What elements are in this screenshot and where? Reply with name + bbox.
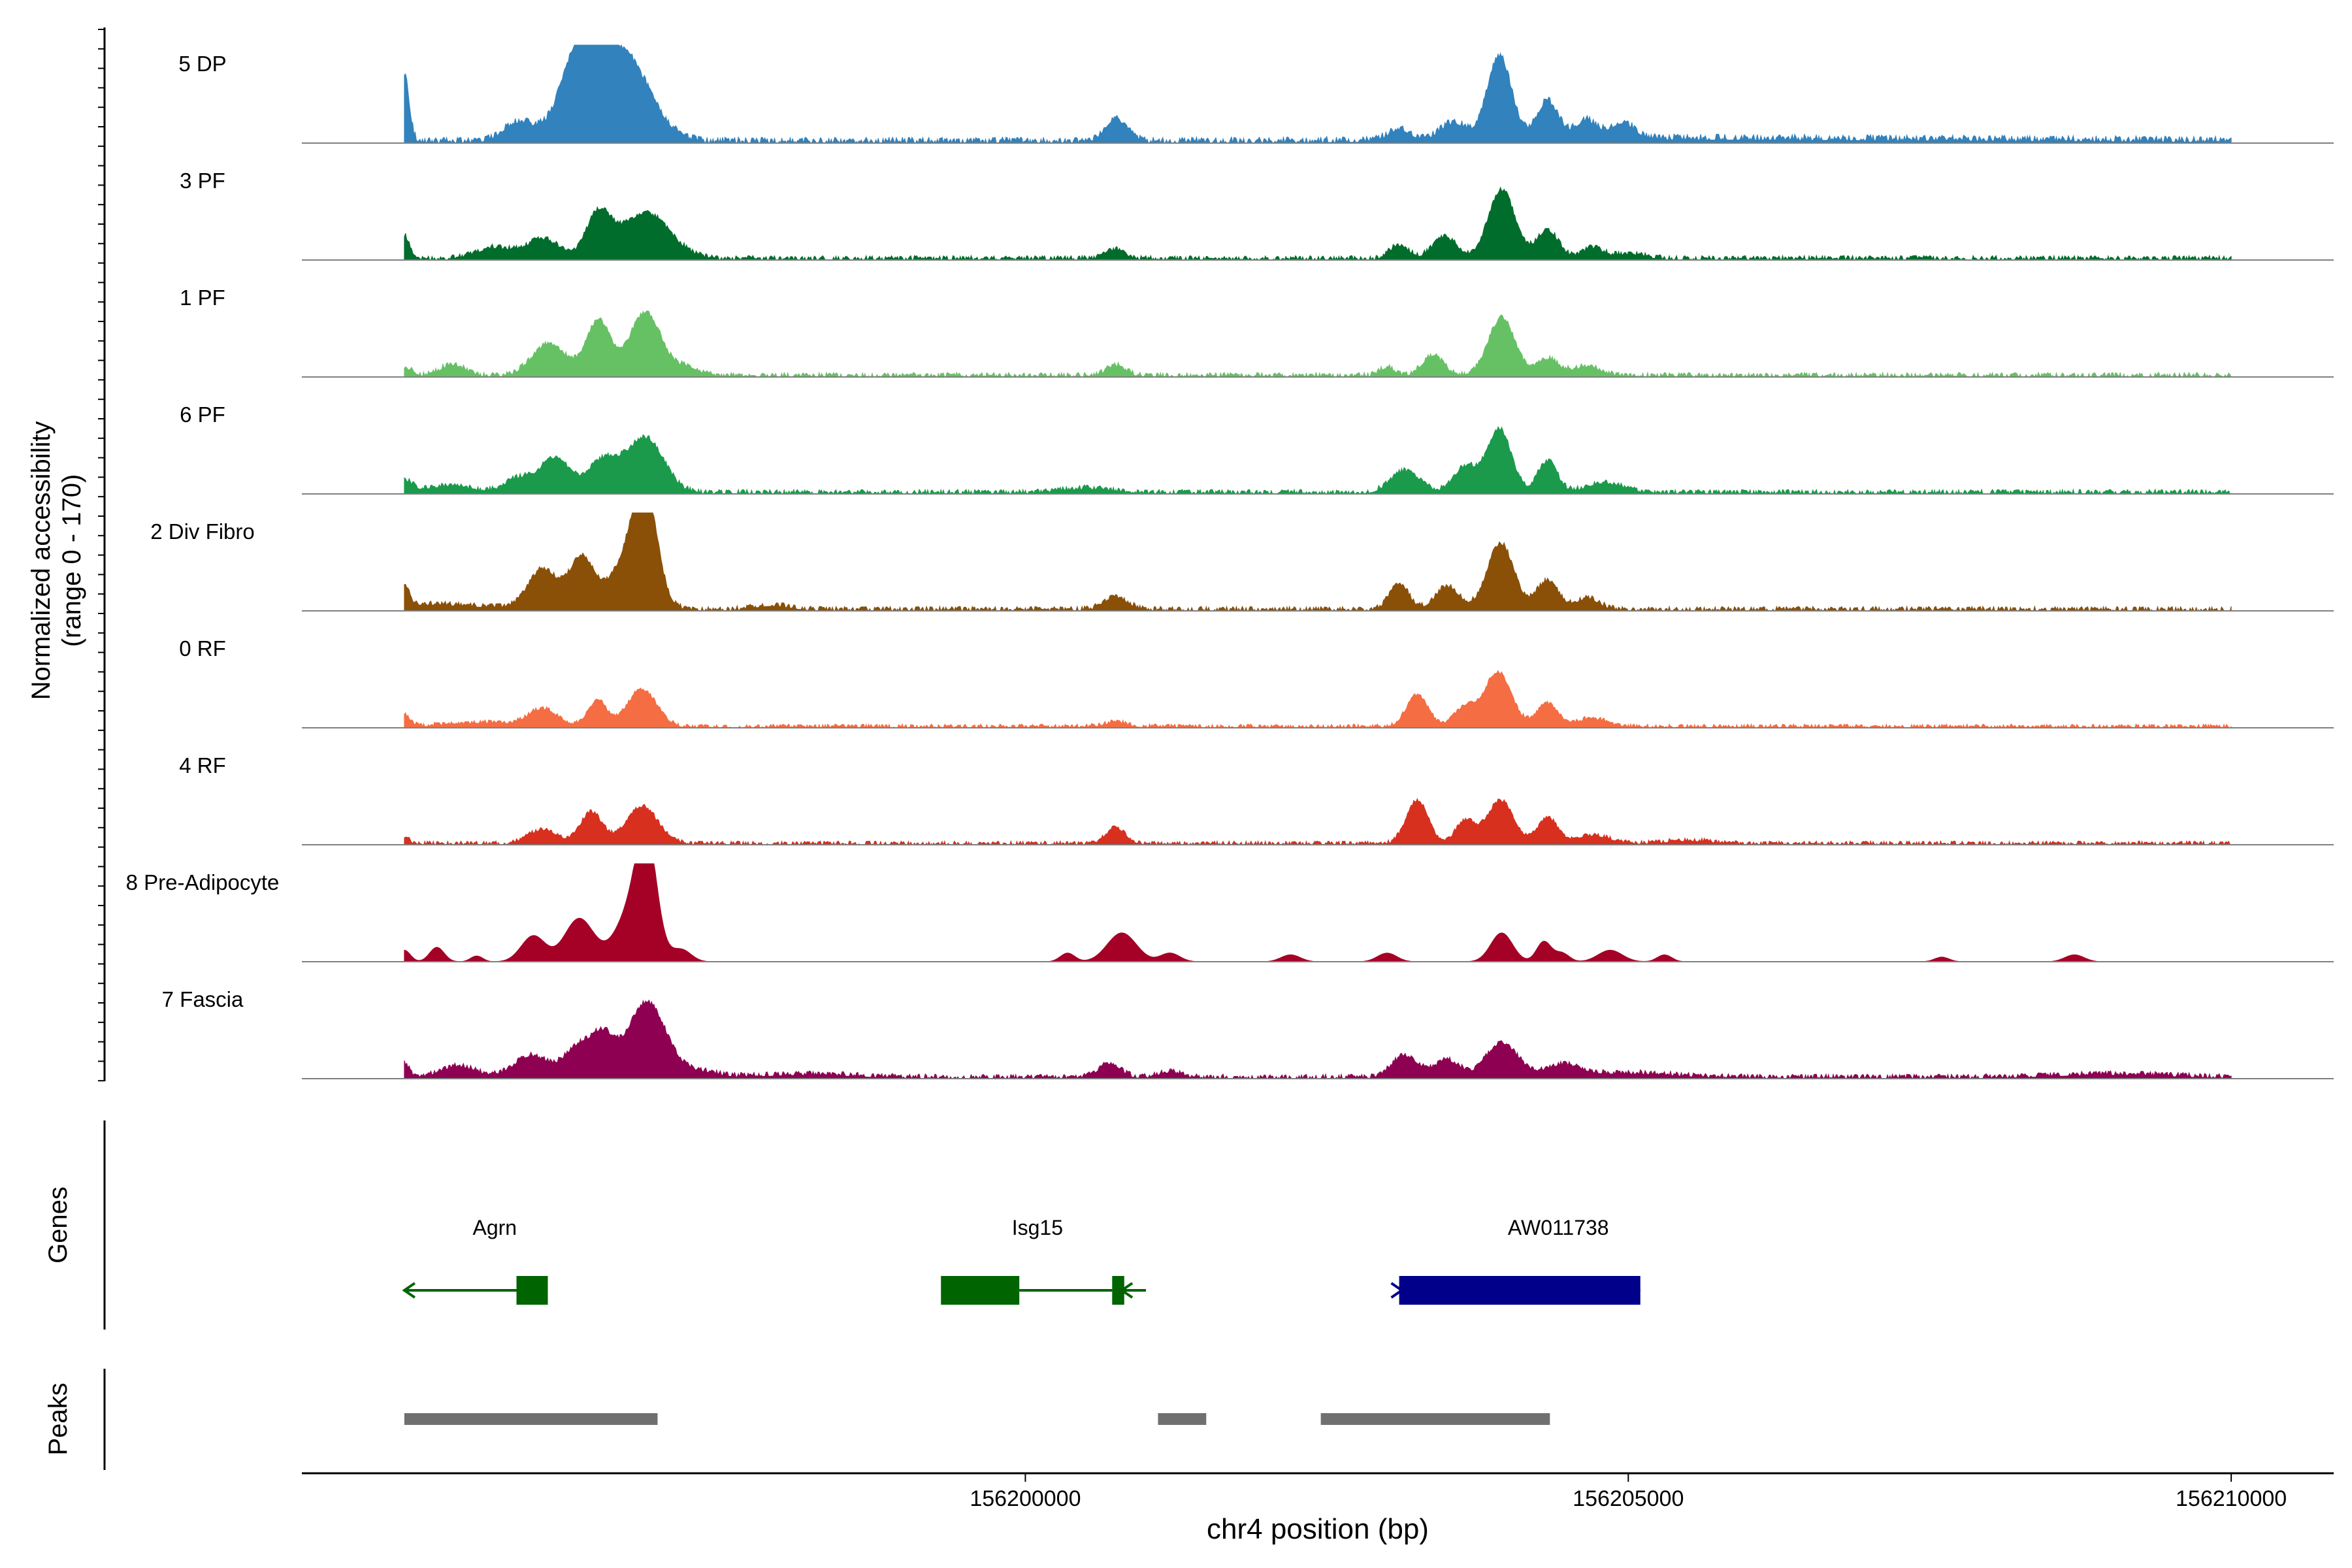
gene-label: Isg15 (1012, 1216, 1063, 1239)
gene-label: AW011738 (1508, 1216, 1609, 1239)
x-tick-label: 156200000 (970, 1486, 1081, 1511)
track-9: 7 Fascia (162, 987, 2334, 1080)
track-label: 3 PF (180, 169, 225, 193)
x-tick-label: 156210000 (2176, 1486, 2287, 1511)
peak-region (1158, 1413, 1207, 1425)
track-label: 6 PF (180, 402, 225, 427)
x-tick-label: 156205000 (1573, 1486, 1684, 1511)
track-label: 8 Pre-Adipocyte (126, 870, 280, 894)
track-2: 3 PF (180, 169, 2334, 261)
track-7: 4 RF (179, 753, 2334, 846)
x-axis: 156200000 156205000 156210000 chr4 positio… (302, 1472, 2334, 1545)
track-label: 0 RF (179, 636, 226, 661)
coverage-area (404, 186, 2232, 261)
gene-exon (1399, 1276, 1641, 1305)
x-axis-label: chr4 position (bp) (1207, 1513, 1429, 1545)
peaks-label: Peaks (44, 1382, 73, 1455)
peaks-panel: Peaks (44, 1369, 1550, 1470)
coverage-area (404, 863, 2232, 962)
coverage-area (404, 670, 2232, 729)
coverage-area (404, 798, 2232, 846)
track-5: 2 Div Fibro (150, 512, 2334, 612)
coverage-area (404, 999, 2232, 1080)
track-label: 4 RF (179, 753, 226, 777)
tracks-panel: 5 DP 3 PF 1 PF 6 PF 2 Div Fibro 0 RF 4 RF 8 Pre… (126, 44, 2334, 1080)
track-label: 7 Fascia (162, 987, 244, 1011)
track-label: 2 Div Fibro (150, 519, 255, 544)
track-1: 5 DP (178, 44, 2334, 144)
strand-arrow-icon (1119, 1282, 1134, 1299)
genes-label: Genes (44, 1186, 73, 1264)
gene-exon (1112, 1276, 1124, 1305)
gene-agrn: Agrn (402, 1216, 548, 1305)
peak-region (404, 1413, 658, 1425)
track-4: 6 PF (180, 402, 2334, 495)
genes-panel: Genes Agrn Isg15 AW011738 (44, 1120, 1641, 1330)
gene-label: Agrn (473, 1216, 517, 1239)
gene-exon (516, 1276, 548, 1305)
track-3: 1 PF (180, 286, 2334, 378)
gene-isg15: Isg15 (941, 1216, 1146, 1305)
track-8: 8 Pre-Adipocyte (126, 863, 2334, 962)
strand-arrow-icon (402, 1282, 416, 1299)
coverage-area (404, 512, 2232, 612)
gene-exon (941, 1276, 1020, 1305)
y-axis-label-line2: (range 0 - 170) (57, 474, 86, 647)
coverage-area (404, 44, 2232, 144)
gene-aw011738: AW011738 (1390, 1216, 1641, 1305)
y-axis: Normalized accessibility (range 0 - 170) (27, 27, 106, 1082)
strand-arrow-icon (1390, 1282, 1405, 1299)
coverage-area (404, 310, 2232, 378)
track-6: 0 RF (179, 636, 2334, 729)
track-label: 5 DP (178, 52, 226, 76)
y-axis-ticks (98, 29, 105, 1082)
coverage-area (404, 426, 2232, 495)
peak-region (1320, 1413, 1550, 1425)
track-label: 1 PF (180, 286, 225, 310)
y-axis-label-line1: Normalized accessibility (27, 421, 56, 700)
